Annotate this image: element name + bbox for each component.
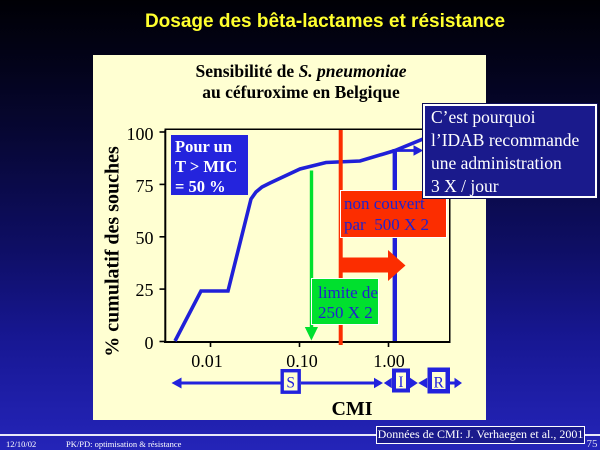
svg-text:S: S [286, 375, 295, 392]
svg-text:R: R [434, 375, 445, 392]
svg-text:I: I [398, 374, 403, 391]
